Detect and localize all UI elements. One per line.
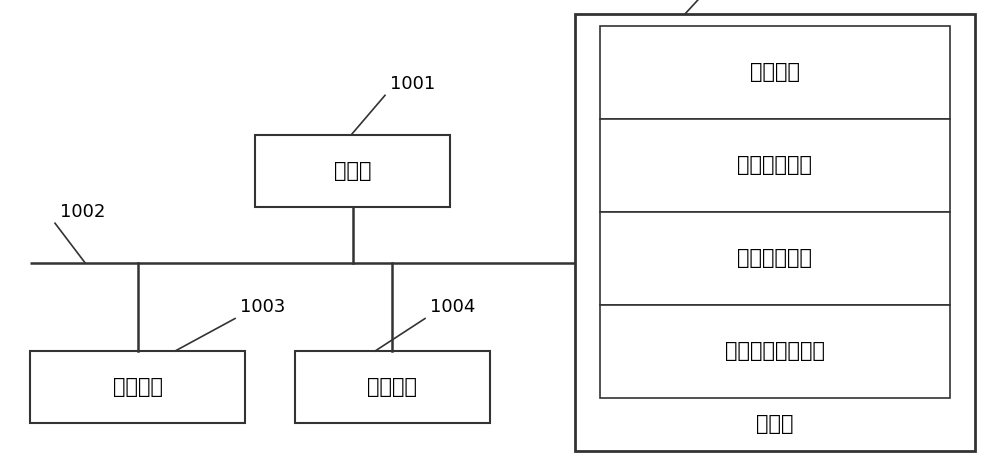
Bar xyxy=(30,351,245,423)
Text: 存储器: 存储器 xyxy=(756,414,794,434)
Bar xyxy=(600,119,950,212)
Text: 1001: 1001 xyxy=(390,75,435,93)
Bar xyxy=(600,26,950,119)
Text: 网络接口: 网络接口 xyxy=(367,377,417,397)
Bar xyxy=(600,212,950,305)
Text: 1003: 1003 xyxy=(240,298,285,316)
Text: 用户接口: 用户接口 xyxy=(112,377,162,397)
Bar xyxy=(295,351,490,423)
Text: 自由曲面优化程序: 自由曲面优化程序 xyxy=(725,341,825,361)
Bar xyxy=(600,305,950,398)
Text: 操作系统: 操作系统 xyxy=(750,62,800,82)
Text: 1002: 1002 xyxy=(60,203,105,221)
Bar xyxy=(255,135,450,207)
Text: 用户接口模块: 用户接口模块 xyxy=(738,248,812,268)
Text: 网络通信模块: 网络通信模块 xyxy=(738,155,812,175)
Text: 处理器: 处理器 xyxy=(334,161,371,181)
Text: 1004: 1004 xyxy=(430,298,475,316)
Bar xyxy=(575,14,975,451)
